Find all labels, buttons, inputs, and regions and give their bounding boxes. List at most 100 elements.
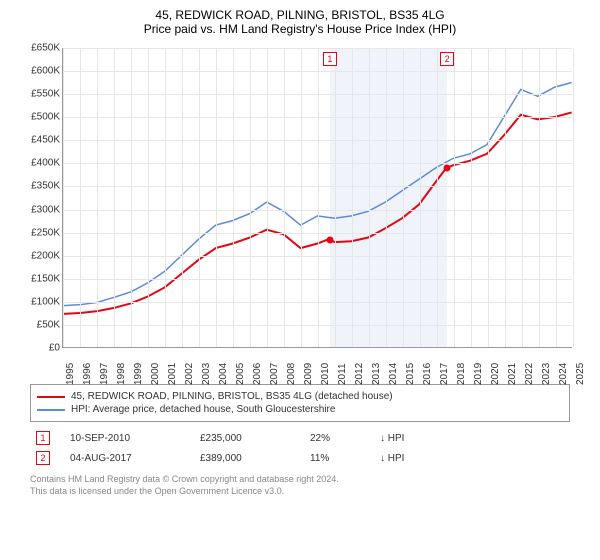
title-line2: Price paid vs. HM Land Registry's House … xyxy=(10,22,590,36)
x-axis-label: 2012 xyxy=(354,363,365,385)
x-axis-label: 2018 xyxy=(456,363,467,385)
y-axis-label: £250K xyxy=(20,227,60,238)
vgrid xyxy=(505,48,506,347)
vgrid xyxy=(250,48,251,347)
vgrid xyxy=(352,48,353,347)
y-axis-label: £200K xyxy=(20,250,60,261)
title-line1: 45, REDWICK ROAD, PILNING, BRISTOL, BS35… xyxy=(10,8,590,22)
x-axis-label: 2006 xyxy=(252,363,263,385)
vgrid xyxy=(369,48,370,347)
footnote-line2: This data is licensed under the Open Gov… xyxy=(30,486,570,498)
legend-label: HPI: Average price, detached house, Sout… xyxy=(71,404,335,415)
y-axis-label: £550K xyxy=(20,89,60,100)
vgrid xyxy=(454,48,455,347)
sale-price: £389,000 xyxy=(200,453,290,464)
sale-marker-dot xyxy=(326,236,333,243)
x-axis-label: 1995 xyxy=(65,363,76,385)
y-axis-label: £500K xyxy=(20,112,60,123)
vgrid xyxy=(284,48,285,347)
y-axis-label: £350K xyxy=(20,181,60,192)
sale-index-box: 2 xyxy=(36,451,50,465)
vgrid xyxy=(233,48,234,347)
x-axis-label: 2010 xyxy=(320,363,331,385)
sale-date: 10-SEP-2010 xyxy=(70,433,180,444)
vgrid xyxy=(386,48,387,347)
vgrid xyxy=(437,48,438,347)
x-axis-label: 1999 xyxy=(133,363,144,385)
legend-box: 45, REDWICK ROAD, PILNING, BRISTOL, BS35… xyxy=(30,384,570,422)
vgrid xyxy=(335,48,336,347)
chart-area: 12 £0£50K£100K£150K£200K£250K£300K£350K£… xyxy=(20,40,580,380)
x-axis-label: 2001 xyxy=(167,363,178,385)
vgrid xyxy=(301,48,302,347)
vgrid xyxy=(131,48,132,347)
x-axis-label: 2021 xyxy=(507,363,518,385)
sale-marker-box: 1 xyxy=(323,52,337,66)
sale-pct: 11% xyxy=(310,453,360,464)
title-block: 45, REDWICK ROAD, PILNING, BRISTOL, BS35… xyxy=(10,8,590,36)
vgrid xyxy=(267,48,268,347)
legend-swatch xyxy=(37,409,65,411)
vgrid xyxy=(420,48,421,347)
footnote: Contains HM Land Registry data © Crown c… xyxy=(30,474,570,497)
y-axis-label: £600K xyxy=(20,66,60,77)
vgrid xyxy=(80,48,81,347)
x-axis-label: 2002 xyxy=(184,363,195,385)
vgrid xyxy=(488,48,489,347)
x-axis-label: 2016 xyxy=(422,363,433,385)
vgrid xyxy=(114,48,115,347)
x-axis-label: 2011 xyxy=(337,363,348,385)
legend-label: 45, REDWICK ROAD, PILNING, BRISTOL, BS35… xyxy=(71,391,393,402)
sale-marker-box: 2 xyxy=(440,52,454,66)
x-axis-label: 2015 xyxy=(405,363,416,385)
vgrid xyxy=(97,48,98,347)
vgrid xyxy=(148,48,149,347)
y-axis-label: £0 xyxy=(20,343,60,354)
vgrid xyxy=(199,48,200,347)
sale-index-box: 1 xyxy=(36,431,50,445)
vgrid xyxy=(216,48,217,347)
plot-region: 12 xyxy=(62,48,572,348)
x-axis-label: 2023 xyxy=(541,363,552,385)
vgrid xyxy=(556,48,557,347)
x-axis-label: 2009 xyxy=(303,363,314,385)
x-axis-label: 2005 xyxy=(235,363,246,385)
vgrid xyxy=(63,48,64,347)
y-axis-label: £400K xyxy=(20,158,60,169)
vgrid xyxy=(318,48,319,347)
x-axis-label: 2022 xyxy=(524,363,535,385)
chart-container: 45, REDWICK ROAD, PILNING, BRISTOL, BS35… xyxy=(0,0,600,505)
y-axis-label: £100K xyxy=(20,296,60,307)
x-axis-label: 2008 xyxy=(286,363,297,385)
vgrid xyxy=(573,48,574,347)
x-axis-label: 1996 xyxy=(82,363,93,385)
footnote-line1: Contains HM Land Registry data © Crown c… xyxy=(30,474,570,486)
vgrid xyxy=(165,48,166,347)
sale-pct: 22% xyxy=(310,433,360,444)
x-axis-label: 2025 xyxy=(575,363,586,385)
y-axis-label: £300K xyxy=(20,204,60,215)
sale-marker-dot xyxy=(444,165,451,172)
legend-row: HPI: Average price, detached house, Sout… xyxy=(37,404,563,415)
y-axis-label: £650K xyxy=(20,43,60,54)
x-axis-label: 1998 xyxy=(116,363,127,385)
x-axis-label: 2013 xyxy=(371,363,382,385)
x-axis-label: 2007 xyxy=(269,363,280,385)
sale-arrow: ↓ HPI xyxy=(380,453,404,464)
x-axis-label: 2003 xyxy=(201,363,212,385)
x-axis-label: 1997 xyxy=(99,363,110,385)
vgrid xyxy=(403,48,404,347)
x-axis-label: 2004 xyxy=(218,363,229,385)
vgrid xyxy=(522,48,523,347)
sale-row: 1 10-SEP-2010 £235,000 22% ↓ HPI xyxy=(30,428,570,448)
x-axis-label: 2014 xyxy=(388,363,399,385)
x-axis-label: 2000 xyxy=(150,363,161,385)
sale-price: £235,000 xyxy=(200,433,290,444)
legend-row: 45, REDWICK ROAD, PILNING, BRISTOL, BS35… xyxy=(37,391,563,402)
x-axis-label: 2020 xyxy=(490,363,501,385)
sale-date: 04-AUG-2017 xyxy=(70,453,180,464)
sale-rows: 1 10-SEP-2010 £235,000 22% ↓ HPI 2 04-AUG-2017… xyxy=(30,428,570,468)
x-axis-label: 2024 xyxy=(558,363,569,385)
legend-swatch xyxy=(37,396,65,398)
sale-arrow: ↓ HPI xyxy=(380,433,404,444)
